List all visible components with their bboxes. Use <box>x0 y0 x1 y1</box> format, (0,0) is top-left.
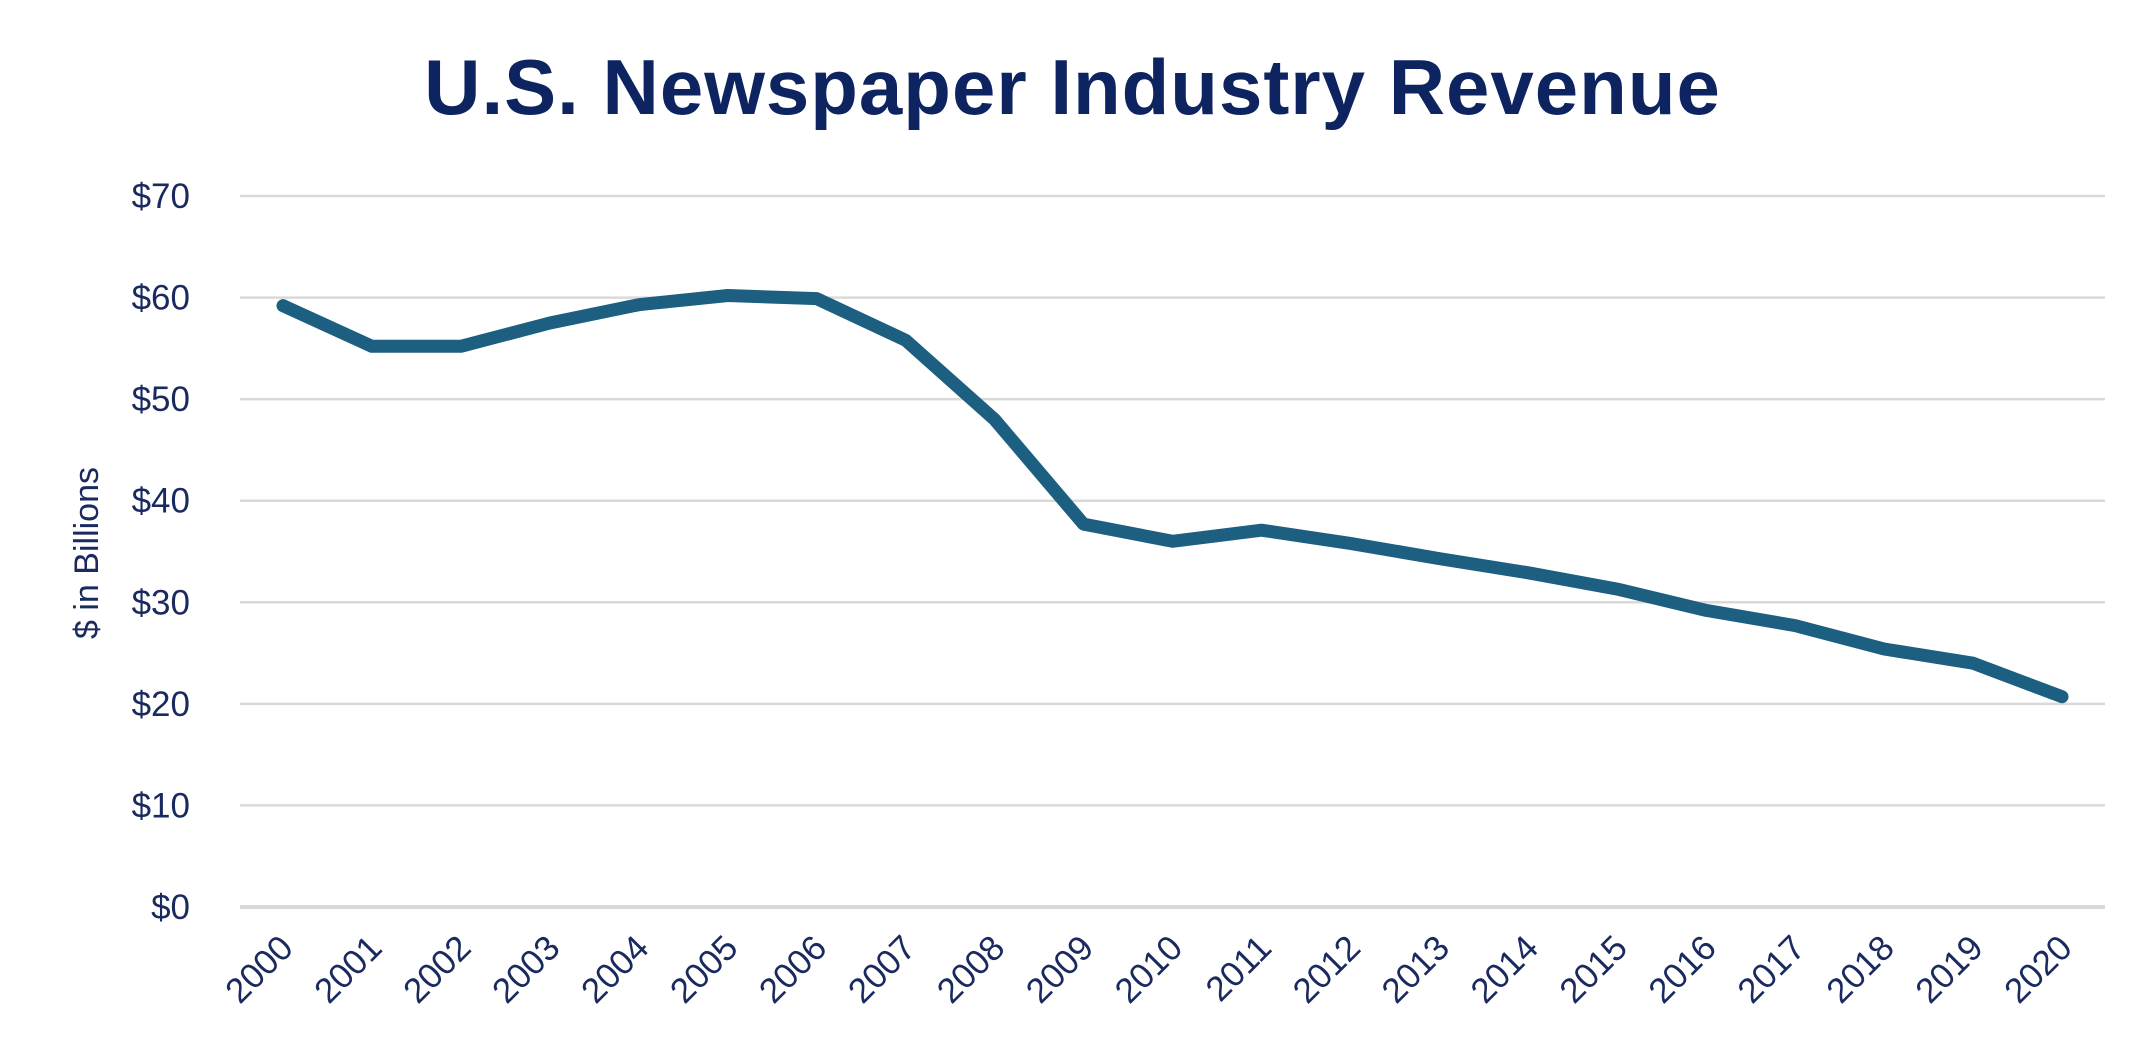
y-tick-label: $10 <box>132 786 190 825</box>
x-tick-label: 2020 <box>1997 928 2080 1011</box>
y-tick-label: $20 <box>132 685 190 724</box>
chart-title: U.S. Newspaper Industry Revenue <box>424 43 1721 131</box>
data-point <box>543 316 556 329</box>
x-tick-label: 2016 <box>1641 928 1724 1011</box>
x-tick-label: 2007 <box>841 928 924 1011</box>
x-tick-label: 2005 <box>663 928 746 1011</box>
y-tick-label: $30 <box>132 583 190 622</box>
x-tick-labels: 2000 2001 2002 2003 2004 2005 2006 2007 2008 2009… <box>218 928 2080 1011</box>
data-point <box>1789 619 1802 632</box>
x-tick-label: 2015 <box>1552 928 1635 1011</box>
data-point <box>277 299 289 312</box>
x-tick-label: 2017 <box>1730 928 1813 1011</box>
data-point <box>1878 643 1891 656</box>
data-point <box>1967 657 1980 670</box>
x-tick-label: 2004 <box>574 928 657 1011</box>
grid-lines <box>240 194 2105 909</box>
x-tick-label: 2009 <box>1019 928 1102 1011</box>
y-axis-label: $ in Billions <box>68 467 106 639</box>
series-layer <box>276 289 2069 704</box>
data-point <box>899 334 912 347</box>
data-point <box>721 289 734 302</box>
x-tick-label: 2010 <box>1108 928 1191 1011</box>
data-point <box>1166 535 1179 548</box>
y-tick-label: $60 <box>132 279 190 318</box>
x-tick-label: 2008 <box>930 928 1013 1011</box>
y-tick-labels: $0 $10 $20 $30 $40 $50 $60 $70 <box>132 177 190 927</box>
data-point <box>1255 524 1268 537</box>
x-tick-label: 2003 <box>485 928 568 1011</box>
y-tick-label: $50 <box>132 380 190 419</box>
x-tick-label: 2019 <box>1908 928 1991 1011</box>
y-tick-label: $70 <box>132 177 190 216</box>
data-point <box>988 413 1001 426</box>
x-tick-label: 2018 <box>1819 928 1902 1011</box>
data-point <box>2056 690 2068 703</box>
series-line <box>276 289 2069 704</box>
data-point <box>810 292 823 305</box>
x-tick-label: 2000 <box>218 928 301 1011</box>
x-tick-label: 2002 <box>396 928 479 1011</box>
data-point <box>632 298 645 311</box>
y-tick-label: $0 <box>151 888 190 927</box>
data-point <box>1077 518 1090 531</box>
x-tick-label: 2006 <box>752 928 835 1011</box>
x-tick-label: 2001 <box>307 928 390 1011</box>
x-tick-label: 2014 <box>1463 928 1546 1011</box>
data-point <box>1700 604 1713 617</box>
data-point <box>1611 583 1624 596</box>
x-tick-label: 2011 <box>1198 928 1279 1009</box>
y-tick-label: $40 <box>132 482 190 521</box>
x-tick-label: 2012 <box>1285 928 1368 1011</box>
data-point <box>454 340 467 353</box>
data-point <box>1344 537 1357 550</box>
data-point <box>1522 566 1535 579</box>
data-point <box>1433 552 1446 565</box>
data-point <box>365 340 378 353</box>
x-tick-label: 2013 <box>1374 928 1457 1011</box>
